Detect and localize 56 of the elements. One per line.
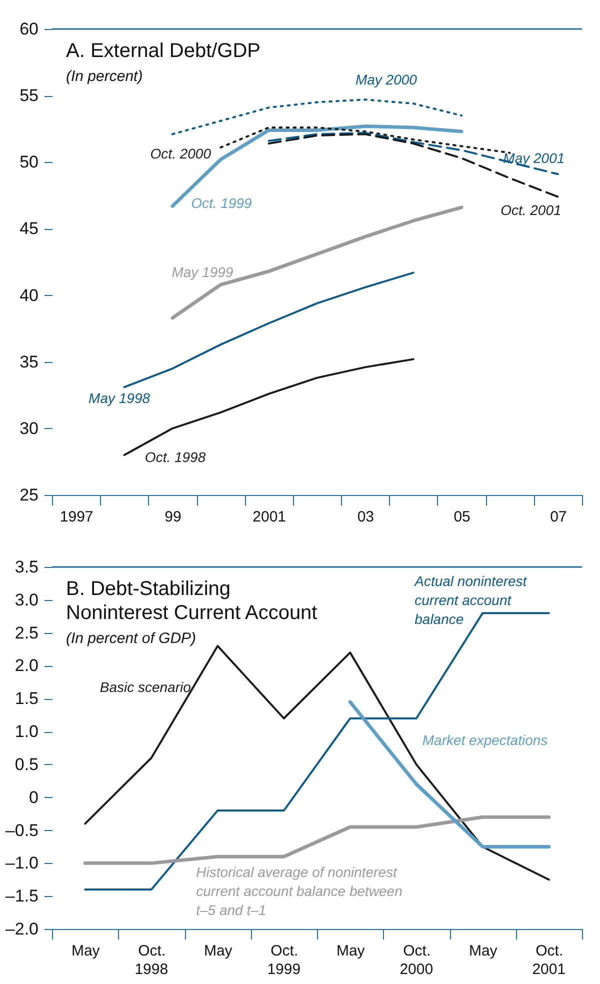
y-tick-label: 35 — [20, 352, 38, 372]
y-tick-label: 1.5 — [14, 689, 38, 708]
y-tick-label: 1.0 — [14, 722, 38, 742]
y-tick-label: 40 — [20, 286, 38, 305]
x-tick-label: Oct. — [403, 942, 431, 960]
y-tick-label: 3.0 — [14, 590, 38, 610]
x-tick-label: 05 — [454, 508, 470, 526]
y-tick-label: 0.5 — [14, 754, 38, 774]
y-tick-label: –1.5 — [5, 886, 38, 906]
text: 2001 — [532, 961, 566, 978]
series-label: Historical average of noninterest current account balance between t–5 and t–1 — [196, 864, 403, 918]
y-tick-label: 30 — [20, 418, 38, 438]
text: 1999 — [267, 961, 301, 978]
y-tick-label: 55 — [20, 86, 38, 106]
x-tick-label: May — [71, 942, 100, 960]
series-label: May 1998 — [88, 390, 150, 406]
x-tick-label: 03 — [357, 508, 374, 526]
x-tick-label: Oct. — [270, 942, 298, 960]
line-series — [171, 98, 463, 136]
text: (In percent of GDP) — [66, 630, 196, 647]
x-tick-label: 2001 — [252, 508, 286, 526]
y-tick-label: 45 — [20, 219, 38, 238]
series-label: May 1999 — [172, 264, 234, 280]
series-label: Actual noninterest current account balance — [414, 573, 528, 628]
series-label: Oct. 1999 — [191, 195, 252, 212]
x-tick-label: May — [204, 942, 233, 960]
y-tick-label: –2.0 — [5, 920, 38, 938]
y-tick-label: 60 — [20, 20, 38, 38]
series-label: Oct. 1998 — [144, 449, 206, 466]
x-tick-label: Oct. — [536, 942, 564, 960]
y-tick-label: –1.0 — [5, 854, 38, 873]
x-tick-label: 1997 — [60, 508, 94, 526]
line-series — [83, 815, 551, 865]
text: B. Debt-Stabilizing Noninterest Current Account — [66, 578, 318, 624]
series-label: Basic scenario — [100, 678, 192, 695]
series-label: Oct. 2001 — [500, 202, 562, 218]
x-tick-label: Oct. — [138, 942, 166, 960]
y-tick-label: 2.5 — [14, 623, 38, 642]
text: A. External Debt/GDP — [66, 40, 261, 62]
y-tick-label: 25 — [20, 486, 38, 504]
text: 1998 — [134, 961, 168, 978]
line-series — [84, 644, 550, 881]
y-tick-label: 2.0 — [14, 656, 38, 676]
y-tick-label: 0 — [29, 788, 38, 807]
y-tick-label: 3.5 — [14, 558, 38, 576]
series-label: Market expectations — [422, 732, 548, 748]
text: (In percent) — [66, 68, 143, 85]
x-tick-label: 07 — [550, 508, 567, 526]
x-tick-label: May — [468, 942, 498, 960]
series-label: Oct. 2000 — [150, 145, 212, 162]
x-tick-label: 99 — [164, 508, 182, 526]
x-tick-label: May — [336, 942, 366, 960]
y-tick-label: 50 — [20, 152, 38, 172]
text: 2000 — [400, 961, 434, 978]
y-tick-label: –0.5 — [5, 820, 38, 840]
series-label: May 2000 — [355, 72, 418, 88]
